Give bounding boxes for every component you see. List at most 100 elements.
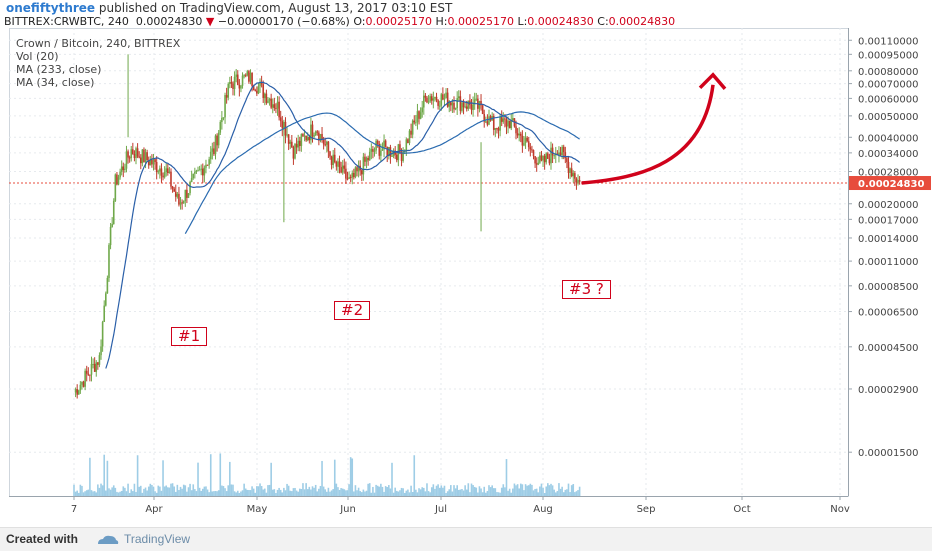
- author-link[interactable]: onefiftythree: [6, 1, 96, 15]
- x-tick-label: 7: [71, 504, 77, 515]
- candle-body: [356, 167, 358, 172]
- high-label: H:: [435, 15, 448, 28]
- y-tick-label: 0.00001500: [858, 448, 918, 459]
- candle-body: [505, 119, 508, 127]
- volume-bar: [376, 485, 379, 496]
- volume-bar: [306, 489, 309, 496]
- volume-bar: [335, 483, 338, 496]
- y-tick-label: 0.00080000: [858, 67, 918, 78]
- candle-body: [160, 168, 163, 176]
- volume-bar: [232, 484, 234, 496]
- candle-body: [550, 147, 552, 164]
- candle-body: [318, 132, 320, 141]
- candle-body: [542, 155, 544, 161]
- volume-bar: [213, 491, 215, 496]
- volume-bar: [324, 489, 327, 496]
- ma34-line: [105, 81, 580, 369]
- candle-body: [411, 120, 414, 135]
- candle-body: [459, 96, 462, 111]
- candle-body: [362, 156, 365, 175]
- volume-bar: [545, 486, 548, 496]
- volume-bar: [464, 485, 466, 496]
- volume-bar: [384, 486, 387, 496]
- annotation-layer: [581, 72, 727, 185]
- volume-bar: [303, 489, 306, 496]
- candle-body: [270, 98, 272, 108]
- candle-body: [578, 180, 581, 182]
- candle-body: [152, 159, 155, 165]
- volume-bar: [504, 487, 506, 496]
- candle-body: [221, 117, 223, 123]
- candle-body: [135, 148, 137, 159]
- candle-body: [251, 72, 253, 87]
- volume-bar: [478, 486, 481, 496]
- candle-body: [271, 104, 274, 108]
- candle-body: [120, 166, 123, 172]
- volume-bar: [575, 491, 578, 496]
- tradingview-brand[interactable]: TradingView: [124, 532, 191, 546]
- annotation-bottom-2: #2: [334, 301, 371, 320]
- volume-bar: [124, 487, 126, 496]
- volume-bar: [143, 488, 145, 496]
- candle-body: [481, 105, 484, 115]
- volume-bar: [264, 488, 266, 496]
- candle-body: [407, 139, 409, 144]
- volume-bar: [292, 488, 295, 496]
- price-chart[interactable]: 0.00110000 0.00095000 0.00080000 0.00070000…: [9, 28, 932, 526]
- candle-body: [157, 171, 160, 173]
- volume-bar: [480, 488, 482, 496]
- volume-bar: [233, 491, 236, 496]
- volume-bar: [116, 491, 118, 496]
- volume-bar: [214, 490, 217, 496]
- volume-bar: [90, 490, 93, 496]
- volume-bar: [217, 490, 220, 496]
- volume-bar: [405, 490, 408, 496]
- volume-bar: [362, 489, 365, 496]
- volume-bar: [462, 490, 465, 496]
- candle-body: [77, 390, 80, 395]
- candle-body: [338, 161, 341, 168]
- y-tick-label: 0.00008500: [858, 282, 918, 293]
- y-tick-label: 0.00011000: [858, 257, 918, 268]
- volume-bar: [416, 492, 419, 496]
- candle-body: [394, 150, 396, 155]
- candle-body: [464, 106, 466, 108]
- volume-bar: [553, 489, 555, 496]
- candle-body: [128, 157, 131, 159]
- candle-body: [144, 152, 147, 163]
- volume-bar: [265, 492, 268, 496]
- volume-bar: [521, 484, 524, 496]
- candle-body: [442, 94, 444, 100]
- x-tick-label: Oct: [733, 504, 750, 515]
- candle-body: [512, 118, 514, 121]
- candle-body: [168, 171, 171, 173]
- candle-body: [516, 133, 519, 136]
- candle-body: [265, 93, 268, 103]
- y-tick-label: 0.00095000: [858, 50, 918, 61]
- volume-bar: [182, 484, 185, 496]
- candle-body: [278, 101, 280, 118]
- candle-body: [176, 193, 179, 197]
- volume-bar: [578, 486, 581, 496]
- volume-bar: [440, 485, 443, 496]
- volume-bar: [432, 484, 435, 496]
- volume-bar: [227, 485, 230, 496]
- volume-bar: [472, 485, 474, 496]
- volume-bar: [486, 490, 489, 496]
- candle-body: [103, 305, 106, 322]
- volume-bar: [82, 492, 85, 496]
- candle-body: [329, 151, 331, 157]
- candle-body: [386, 146, 389, 156]
- volume-bar: [403, 492, 406, 496]
- volume-bar: [326, 491, 328, 496]
- candle-body: [337, 161, 339, 167]
- volume-bar: [351, 458, 354, 496]
- candle-body: [486, 121, 489, 125]
- volume-bar: [562, 492, 565, 496]
- volume-bar: [399, 490, 401, 496]
- volume-bar: [368, 483, 371, 496]
- x-tick-label: Sep: [637, 504, 656, 515]
- volume-bar: [372, 486, 374, 496]
- volume-bar: [314, 484, 317, 496]
- volume-bar: [322, 486, 325, 496]
